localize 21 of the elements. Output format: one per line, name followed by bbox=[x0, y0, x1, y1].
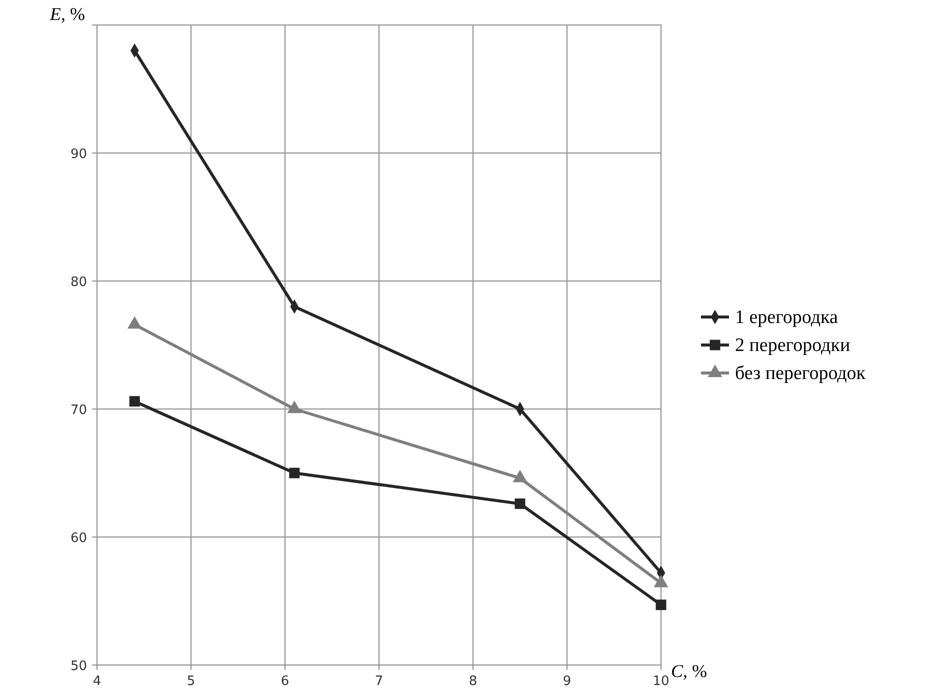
y-tick-label: 60 bbox=[70, 531, 87, 546]
x-tick-label: 10 bbox=[652, 674, 670, 689]
y-tick-label: 80 bbox=[70, 275, 87, 290]
legend-label: 2 перегородки bbox=[735, 335, 850, 356]
x-tick-label: 5 bbox=[186, 674, 196, 689]
x-tick-label: 8 bbox=[468, 674, 478, 689]
point bbox=[129, 396, 140, 407]
x-tick-label: 7 bbox=[374, 674, 384, 689]
y-tick-label: 70 bbox=[70, 403, 87, 418]
x-tick-label: 6 bbox=[280, 674, 290, 689]
y-axis-title: E, % bbox=[49, 4, 85, 24]
legend-label: без перегородок bbox=[735, 363, 866, 384]
x-tick-label: 9 bbox=[562, 674, 572, 689]
legend-label: 1 ерегородка bbox=[735, 307, 838, 328]
point bbox=[514, 498, 526, 509]
point bbox=[656, 600, 666, 610]
x-axis-title: C, % bbox=[671, 661, 708, 681]
y-tick-label: 50 bbox=[70, 659, 87, 674]
point bbox=[289, 468, 300, 478]
x-tick-label: 4 bbox=[92, 674, 102, 689]
y-tick-label: 90 bbox=[70, 147, 87, 162]
